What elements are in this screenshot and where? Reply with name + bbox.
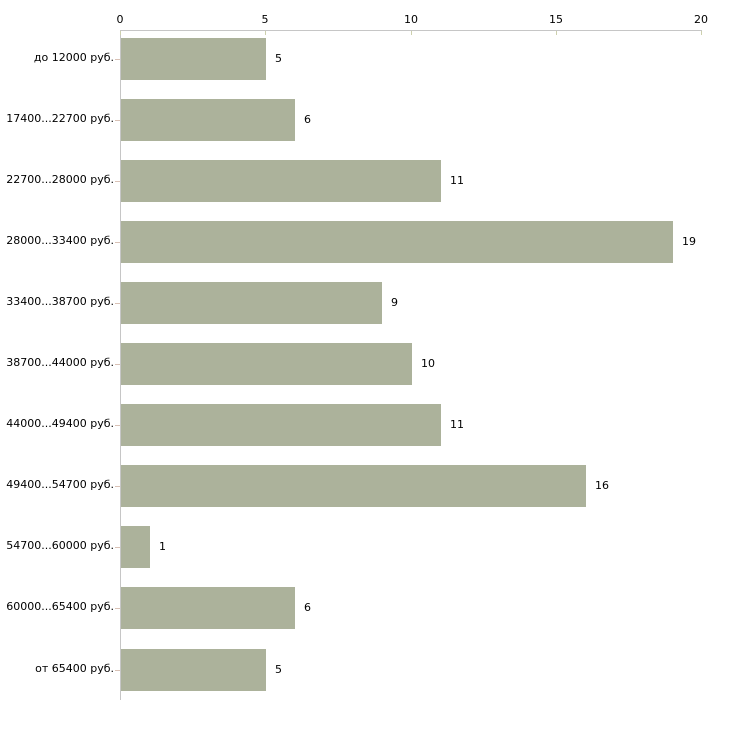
- category-label: 44000...49400 руб.: [6, 417, 114, 430]
- category-label: 17400...22700 руб.: [6, 112, 114, 125]
- y-tick-mark: [115, 242, 120, 243]
- x-tick-label: 10: [404, 13, 418, 26]
- category-label: 33400...38700 руб.: [6, 295, 114, 308]
- x-tick-mark: [701, 31, 702, 35]
- bar: [121, 282, 382, 324]
- x-tick-label: 20: [694, 13, 708, 26]
- y-tick-mark: [115, 425, 120, 426]
- category-label: 28000...33400 руб.: [6, 234, 114, 247]
- bar: [121, 649, 266, 691]
- y-tick-mark: [115, 120, 120, 121]
- y-axis-line: [120, 30, 121, 700]
- y-tick-mark: [115, 181, 120, 182]
- y-tick-mark: [115, 59, 120, 60]
- category-label: 38700...44000 руб.: [6, 356, 114, 369]
- bar: [121, 221, 673, 263]
- bar: [121, 38, 266, 80]
- y-tick-mark: [115, 670, 120, 671]
- value-label: 5: [275, 663, 282, 676]
- x-tick-mark: [265, 31, 266, 35]
- y-tick-mark: [115, 486, 120, 487]
- bar: [121, 99, 295, 141]
- bar: [121, 526, 150, 568]
- category-label: 54700...60000 руб.: [6, 539, 114, 552]
- x-tick-mark: [411, 31, 412, 35]
- value-label: 6: [304, 601, 311, 614]
- x-tick-label: 15: [549, 13, 563, 26]
- bar: [121, 465, 586, 507]
- bar: [121, 587, 295, 629]
- y-tick-mark: [115, 364, 120, 365]
- value-label: 10: [421, 357, 435, 370]
- x-tick-label: 5: [261, 13, 269, 26]
- x-tick-mark: [120, 31, 121, 35]
- value-label: 11: [450, 418, 464, 431]
- y-tick-mark: [115, 547, 120, 548]
- value-label: 11: [450, 174, 464, 187]
- x-axis-line: [120, 30, 702, 31]
- category-label: 22700...28000 руб.: [6, 173, 114, 186]
- category-label: до 12000 руб.: [33, 51, 114, 64]
- value-label: 1: [159, 540, 166, 553]
- category-label: 49400...54700 руб.: [6, 478, 114, 491]
- bar: [121, 160, 441, 202]
- x-tick-label: 0: [116, 13, 124, 26]
- value-label: 9: [391, 296, 398, 309]
- bar: [121, 343, 412, 385]
- value-label: 5: [275, 52, 282, 65]
- value-label: 6: [304, 113, 311, 126]
- value-label: 19: [682, 235, 696, 248]
- y-tick-mark: [115, 608, 120, 609]
- x-tick-mark: [556, 31, 557, 35]
- value-label: 16: [595, 479, 609, 492]
- bar: [121, 404, 441, 446]
- category-label: от 65400 руб.: [35, 662, 114, 675]
- category-label: 60000...65400 руб.: [6, 600, 114, 613]
- y-tick-mark: [115, 303, 120, 304]
